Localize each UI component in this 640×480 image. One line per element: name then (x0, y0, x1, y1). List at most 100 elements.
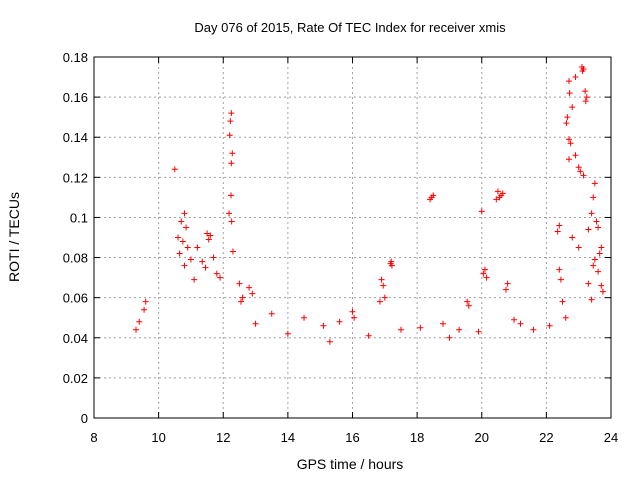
data-point (582, 88, 589, 95)
data-point (591, 256, 598, 263)
data-point (439, 320, 446, 327)
data-point (171, 166, 178, 173)
data-point (381, 294, 388, 301)
data-point (228, 110, 235, 117)
data-point (142, 298, 149, 305)
data-point (478, 208, 485, 215)
data-point (227, 118, 234, 125)
grid-lines (94, 57, 611, 418)
data-point (199, 258, 206, 265)
data-point (585, 226, 592, 233)
data-point (378, 276, 385, 283)
x-tick-label: 10 (151, 430, 165, 445)
data-point (511, 316, 518, 323)
data-point (577, 168, 584, 175)
data-point (284, 330, 291, 337)
data-point (565, 136, 572, 143)
data-point (572, 152, 579, 159)
x-axis-label: GPS time / hours (297, 456, 404, 472)
data-point (559, 298, 566, 305)
data-point (336, 318, 343, 325)
data-point (417, 324, 424, 331)
data-point (554, 228, 561, 235)
data-point (252, 320, 259, 327)
data-point (585, 280, 592, 287)
data-point (596, 250, 603, 257)
data-point (499, 190, 506, 197)
data-point (590, 194, 597, 201)
data-point (376, 298, 383, 305)
y-tick-label: 0.06 (63, 291, 88, 306)
data-point (575, 244, 582, 251)
data-point (176, 250, 183, 257)
data-point (483, 274, 490, 281)
y-tick-label: 0.02 (63, 371, 88, 386)
data-point (494, 188, 501, 195)
y-tick-label: 0.12 (63, 170, 88, 185)
data-point (583, 94, 590, 101)
y-tick-label: 0.16 (63, 90, 88, 105)
data-point (228, 160, 235, 167)
data-point (136, 318, 143, 325)
y-tick-label: 0.1 (70, 210, 88, 225)
data-point (205, 236, 212, 243)
data-point (588, 210, 595, 217)
data-point (564, 114, 571, 121)
y-tick-label: 0.04 (63, 331, 88, 346)
axis-ticks (93, 56, 612, 419)
data-point (502, 286, 509, 293)
x-tick-label: 20 (475, 430, 489, 445)
data-point (175, 234, 182, 241)
data-point (268, 310, 275, 317)
data-point (430, 192, 437, 199)
data-point (239, 294, 246, 301)
data-point (326, 338, 333, 345)
data-point (446, 334, 453, 341)
data-point (593, 218, 600, 225)
data-point (569, 104, 576, 111)
data-point (563, 120, 570, 127)
data-point (562, 314, 569, 321)
data-point (141, 306, 148, 313)
data-point (179, 238, 186, 245)
data-point (565, 78, 572, 85)
x-tick-labels: 8 10 12 14 16 18 20 22 24 (90, 430, 618, 445)
data-point (226, 132, 233, 139)
data-point (301, 314, 308, 321)
data-point (388, 262, 395, 269)
data-point (365, 332, 372, 339)
y-tick-label: 0 (81, 411, 88, 426)
data-point (204, 230, 211, 237)
data-point (210, 254, 217, 261)
y-tick-labels: 0 0.02 0.04 0.06 0.08 0.1 0.12 0.14 0.16 0.18 (63, 50, 88, 426)
data-point (229, 248, 236, 255)
data-point (599, 288, 606, 295)
data-point (194, 244, 201, 251)
data-point (427, 196, 434, 203)
x-tick-label: 18 (410, 430, 424, 445)
data-point (181, 262, 188, 269)
data-point (546, 322, 553, 329)
y-tick-label: 0.18 (63, 50, 88, 65)
data-point (556, 222, 563, 229)
data-point (598, 282, 605, 289)
data-point (504, 280, 511, 287)
data-point (349, 308, 356, 315)
data-point (572, 74, 579, 81)
data-point (133, 326, 140, 333)
data-point (380, 282, 387, 289)
x-tick-label: 12 (216, 430, 230, 445)
data-point (397, 326, 404, 333)
x-tick-label: 8 (90, 430, 97, 445)
data-point (228, 192, 235, 199)
data-point (213, 270, 220, 277)
chart-title: Day 076 of 2015, Rate Of TEC Index for r… (194, 20, 506, 35)
data-point (475, 328, 482, 335)
y-tick-label: 0.14 (63, 130, 88, 145)
data-point (229, 150, 236, 157)
data-point (183, 224, 190, 231)
data-points (133, 64, 606, 345)
data-point (565, 156, 572, 163)
data-point (496, 194, 503, 201)
